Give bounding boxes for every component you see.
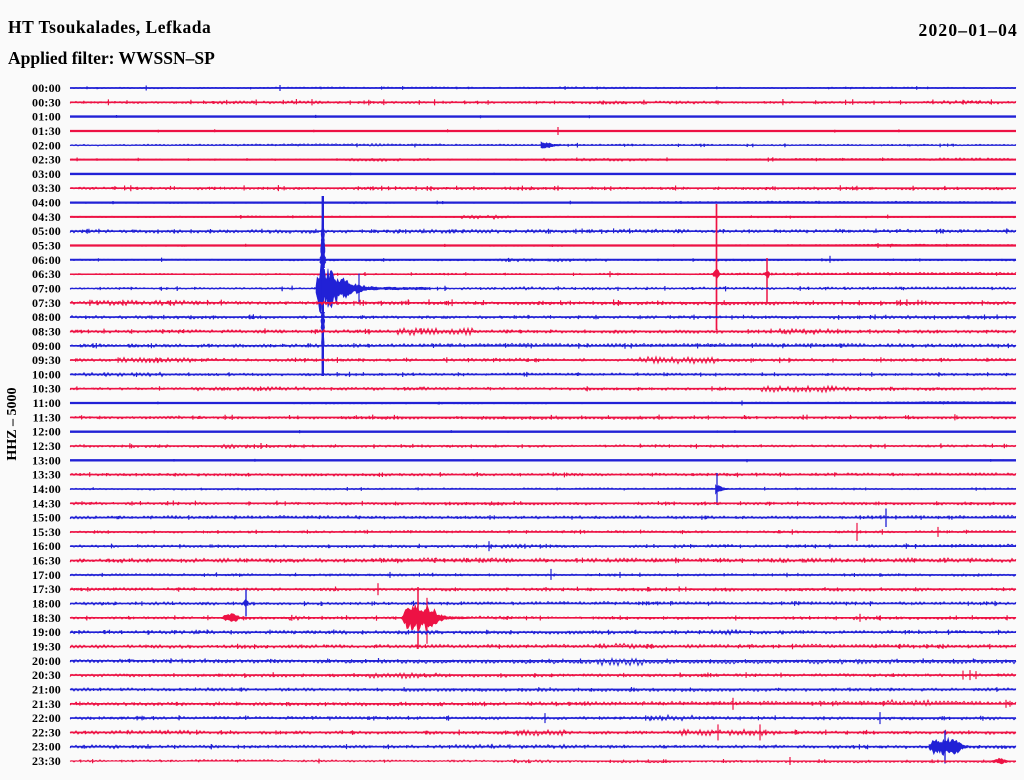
svg-text:21:00: 21:00 (32, 682, 61, 696)
svg-text:2020–01–04: 2020–01–04 (919, 20, 1019, 40)
svg-text:08:00: 08:00 (32, 310, 61, 324)
svg-text:00:30: 00:30 (32, 95, 61, 109)
svg-text:09:00: 09:00 (32, 339, 61, 353)
svg-text:17:00: 17:00 (32, 568, 61, 582)
svg-text:04:30: 04:30 (32, 210, 61, 224)
svg-text:05:30: 05:30 (32, 239, 61, 253)
svg-text:01:30: 01:30 (32, 124, 61, 138)
svg-text:HT Tsoukalades, Lefkada: HT Tsoukalades, Lefkada (8, 17, 211, 37)
svg-text:05:00: 05:00 (32, 224, 61, 238)
svg-text:HHZ – 5000: HHZ – 5000 (5, 387, 20, 460)
svg-text:13:30: 13:30 (32, 468, 61, 482)
svg-text:07:00: 07:00 (32, 282, 61, 296)
svg-text:22:30: 22:30 (32, 725, 61, 739)
svg-text:Applied filter: WWSSN–SP: Applied filter: WWSSN–SP (8, 48, 215, 68)
svg-text:07:30: 07:30 (32, 296, 61, 310)
svg-text:14:00: 14:00 (32, 482, 61, 496)
svg-text:12:30: 12:30 (32, 439, 61, 453)
svg-text:23:00: 23:00 (32, 740, 61, 754)
svg-text:10:00: 10:00 (32, 367, 61, 381)
svg-text:09:30: 09:30 (32, 353, 61, 367)
svg-text:19:30: 19:30 (32, 640, 61, 654)
svg-text:12:00: 12:00 (32, 425, 61, 439)
svg-text:18:30: 18:30 (32, 611, 61, 625)
svg-text:22:00: 22:00 (32, 711, 61, 725)
svg-text:15:30: 15:30 (32, 525, 61, 539)
svg-text:17:30: 17:30 (32, 582, 61, 596)
svg-text:08:30: 08:30 (32, 324, 61, 338)
svg-text:02:30: 02:30 (32, 153, 61, 167)
svg-text:04:00: 04:00 (32, 196, 61, 210)
svg-text:03:30: 03:30 (32, 181, 61, 195)
svg-text:11:00: 11:00 (33, 396, 61, 410)
svg-text:16:00: 16:00 (32, 539, 61, 553)
svg-text:02:00: 02:00 (32, 138, 61, 152)
svg-text:00:00: 00:00 (32, 81, 61, 95)
svg-text:03:00: 03:00 (32, 167, 61, 181)
svg-text:06:30: 06:30 (32, 267, 61, 281)
svg-text:06:00: 06:00 (32, 253, 61, 267)
svg-text:19:00: 19:00 (32, 625, 61, 639)
svg-text:14:30: 14:30 (32, 496, 61, 510)
svg-text:20:00: 20:00 (32, 654, 61, 668)
svg-text:20:30: 20:30 (32, 668, 61, 682)
svg-text:01:00: 01:00 (32, 110, 61, 124)
svg-text:15:00: 15:00 (32, 511, 61, 525)
svg-text:23:30: 23:30 (32, 754, 61, 768)
svg-text:16:30: 16:30 (32, 554, 61, 568)
svg-text:18:00: 18:00 (32, 597, 61, 611)
svg-text:10:30: 10:30 (32, 382, 61, 396)
svg-text:11:30: 11:30 (33, 410, 61, 424)
svg-text:21:30: 21:30 (32, 697, 61, 711)
svg-text:13:00: 13:00 (32, 453, 61, 467)
